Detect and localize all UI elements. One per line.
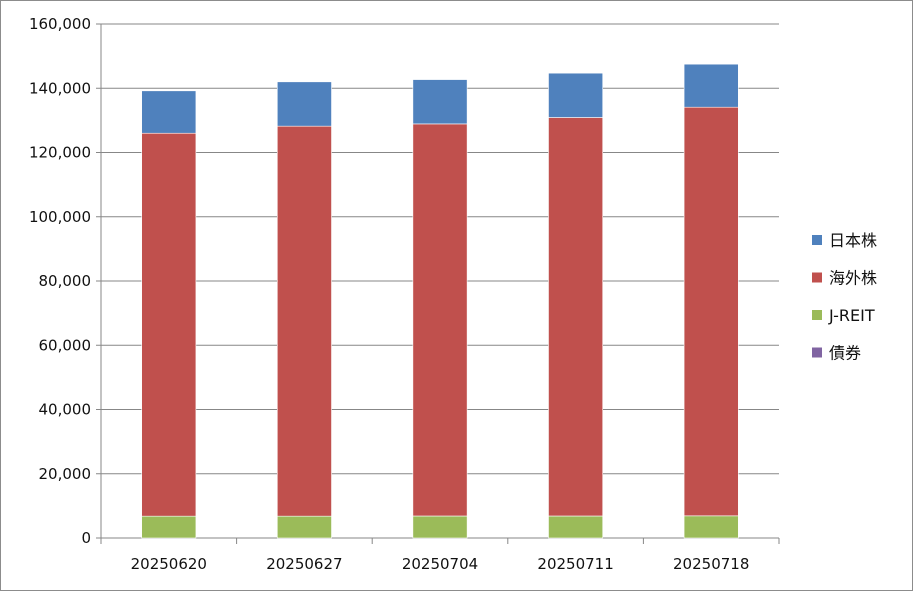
bar-segment — [276, 125, 332, 517]
x-tick-label: 20250711 — [537, 555, 613, 573]
bar-segment — [683, 515, 739, 539]
legend-swatch — [812, 310, 822, 320]
bar-segment — [141, 90, 197, 134]
y-tick-label: 20,000 — [39, 465, 92, 483]
bar-segment — [412, 123, 468, 517]
y-tick-label: 140,000 — [29, 79, 91, 97]
x-tick-label: 20250704 — [402, 555, 478, 573]
x-tick-label: 20250627 — [266, 555, 342, 573]
bar-segment — [276, 81, 332, 127]
legend-swatch — [812, 347, 822, 358]
y-tick-label: 100,000 — [29, 208, 91, 226]
y-tick-label: 120,000 — [29, 144, 91, 162]
legend-label: J-REIT — [828, 306, 875, 325]
y-tick-label: 60,000 — [39, 336, 92, 354]
legend-label: 債券 — [829, 344, 861, 363]
legend-label: 日本株 — [829, 231, 877, 250]
y-tick-label: 80,000 — [39, 272, 92, 290]
bar-segment — [141, 515, 197, 539]
legend-label: 海外株 — [829, 269, 877, 288]
x-tick-label: 20250620 — [131, 555, 207, 573]
bar-segment — [683, 106, 739, 517]
y-tick-label: 0 — [81, 529, 91, 547]
bar-segment — [276, 515, 332, 539]
bar-segment — [683, 63, 739, 108]
bar-segment — [141, 132, 197, 517]
legend-swatch — [812, 272, 822, 283]
x-tick-label: 20250718 — [673, 555, 749, 573]
bar-segment — [548, 117, 604, 517]
bar-segment — [412, 515, 468, 539]
y-tick-label: 40,000 — [39, 401, 92, 419]
y-tick-label: 160,000 — [29, 15, 91, 33]
bar-segment — [548, 72, 604, 118]
bar-segment — [412, 79, 468, 125]
legend-swatch — [812, 235, 822, 245]
bar-segment — [548, 515, 604, 539]
